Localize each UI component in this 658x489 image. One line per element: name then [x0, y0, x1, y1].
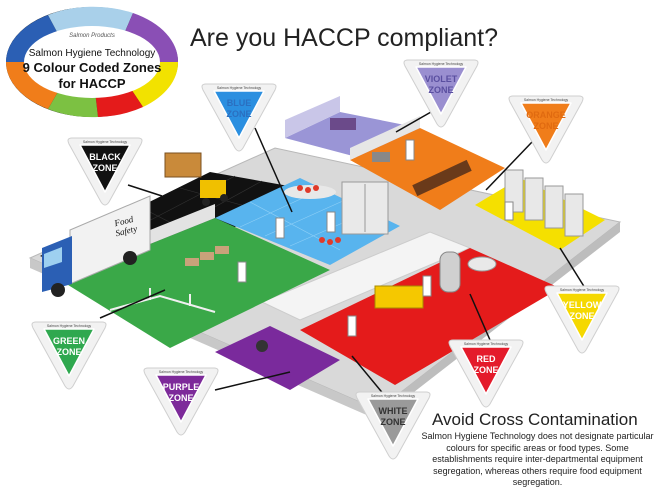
black-zone-badge: Salmon Hygiene Technology BLACK ZONE	[64, 134, 146, 208]
purple-zone-badge: Salmon Hygiene Technology PURPLE ZONE	[140, 364, 222, 438]
violet-zone-badge: Salmon Hygiene Technology VIOLET ZONE	[400, 56, 482, 130]
zone-badge-brand: Salmon Hygiene Technology	[46, 324, 92, 328]
footer-heading: Avoid Cross Contamination	[432, 410, 638, 429]
zone-badge-shape	[448, 339, 524, 408]
zone-badge-shape	[143, 367, 219, 436]
green-zone-floor	[60, 218, 330, 348]
zone-badge-label: YELLOW ZONE	[562, 300, 602, 321]
violet-desk	[330, 118, 356, 130]
green-zone-badge: Salmon Hygiene Technology GREEN ZONE	[28, 318, 110, 392]
yellow-zone-badge: Salmon Hygiene Technology YELLOW ZONE	[541, 282, 623, 356]
zone-badge-shape	[508, 95, 584, 164]
zone-badge-brand: Salmon Hygiene Technology	[559, 288, 605, 292]
red-tank	[439, 251, 461, 293]
green-crates	[185, 246, 229, 266]
red-machine	[374, 285, 424, 309]
zone-badge-label: RED ZONE	[473, 354, 499, 375]
red-zone-floor	[300, 248, 560, 385]
violet-zone-wall	[285, 96, 340, 138]
orange-zone-badge: Salmon Hygiene Technology ORANGE ZONE	[505, 92, 587, 166]
yellow-lockers	[504, 169, 584, 237]
blue-zone-floor	[215, 178, 400, 265]
zone-badge-label: GREEN ZONE	[52, 336, 85, 357]
zone-badge-brand: Salmon Hygiene Technology	[216, 86, 262, 90]
zone-badge-brand: Salmon Hygiene Technology	[418, 62, 464, 66]
green-rails	[109, 288, 216, 313]
logo-ring	[6, 6, 179, 118]
zone-badge-label: VIOLET ZONE	[424, 74, 458, 95]
zone-badge-shape	[403, 59, 479, 128]
footer-body: Salmon Hygiene Technology does not desig…	[421, 431, 654, 487]
callout-lines	[99, 107, 586, 403]
orange-stove	[372, 152, 390, 162]
zone-badge-label: WHITE ZONE	[378, 406, 408, 427]
logo-line1: 9 Colour Coded Zones	[22, 60, 162, 75]
zone-badge-brand: Salmon Hygiene Technology	[158, 370, 204, 374]
zone-badge-shape	[544, 285, 620, 354]
logo-line2: for HACCP	[58, 76, 126, 91]
forklift	[164, 152, 228, 206]
red-zone-badge: Salmon Hygiene Technology RED ZONE	[445, 336, 527, 410]
orange-zone-floor	[350, 128, 505, 210]
zone-badge-brand: Salmon Hygiene Technology	[82, 140, 128, 144]
zone-badge-shape	[355, 391, 431, 460]
zone-badge-brand: Salmon Hygiene Technology	[370, 394, 416, 398]
zone-badge-brand: Salmon Hygiene Technology	[523, 98, 569, 102]
white-zone-badge: Salmon Hygiene Technology WHITE ZONE	[352, 388, 434, 462]
zone-badge-shape	[31, 321, 107, 390]
zone-badge-label: PURPLE ZONE	[162, 382, 200, 403]
red-bowl	[467, 256, 497, 272]
purple-zone-floor	[215, 326, 340, 390]
purple-microscope	[256, 340, 268, 352]
delivery-truck	[42, 195, 151, 297]
salmon-logo: Salmon Products Salmon Hygiene Technolog…	[3, 3, 181, 121]
page-title: Are you HACCP compliant?	[190, 24, 499, 52]
zone-badge-label: BLACK ZONE	[89, 152, 121, 173]
zone-badge-label: BLUE ZONE	[226, 98, 252, 119]
zone-badge-label: ORANGE ZONE	[526, 110, 566, 131]
logo-brand: Salmon Hygiene Technology	[28, 48, 156, 59]
zone-badge-brand: Salmon Hygiene Technology	[463, 342, 509, 346]
zone-badge-shape	[201, 83, 277, 152]
orange-zone-wall	[350, 116, 420, 160]
zone-badge-shape	[67, 137, 143, 206]
logo-mark-text: Salmon Products	[69, 33, 115, 39]
workers	[237, 139, 514, 337]
orange-table	[412, 159, 472, 197]
blue-zone-badge: Salmon Hygiene Technology BLUE ZONE	[198, 80, 280, 154]
blue-produce	[297, 185, 341, 245]
